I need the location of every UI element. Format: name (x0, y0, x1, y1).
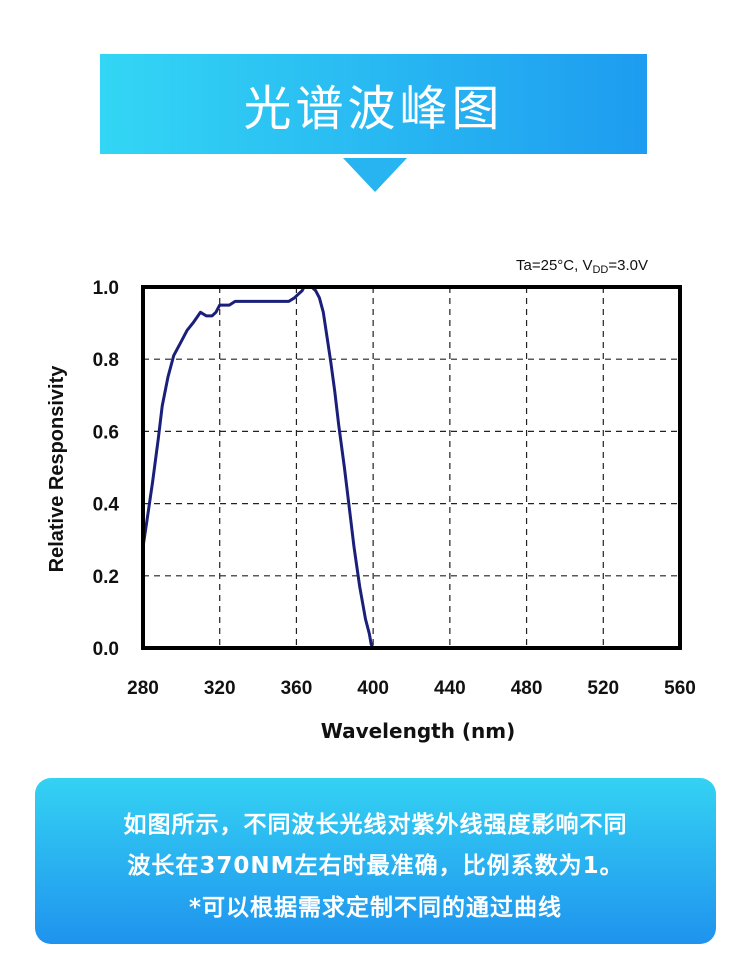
page-title: 光谱波峰图 (243, 81, 504, 137)
x-tick-label: 400 (357, 678, 389, 699)
x-tick-label: 480 (511, 678, 543, 699)
x-tick-label: 520 (587, 678, 619, 699)
x-tick-label: 280 (127, 678, 159, 699)
x-tick-label: 360 (281, 678, 313, 699)
spectral-response-chart: 280 320 360 400 440 480 520 560 0.0 0.2 0.4 0.6 0.8 1… (46, 257, 696, 743)
description-line-3: *可以根据需求定制不同的通过曲线 (188, 895, 563, 921)
x-tick-label: 560 (664, 678, 696, 699)
chart-tick-labels: 280 320 360 400 440 480 520 560 0.0 0.2 0.4 0.6 0.8 1… (93, 278, 696, 699)
chart-annotation: Ta=25°C, VDD=3.0V (516, 257, 648, 276)
series-line (141, 285, 375, 649)
header-banner: 光谱波峰图 (100, 54, 647, 154)
x-axis-label: Wavelength (nm) (321, 719, 516, 743)
y-tick-label: 1.0 (93, 278, 119, 299)
description-line-1: 如图所示，不同波长光线对紫外线强度影响不同 (123, 812, 628, 838)
chart-grid (143, 287, 680, 648)
annotation-subscript: DD (592, 264, 608, 276)
y-tick-label: 0.4 (93, 495, 120, 516)
y-tick-label: 0.6 (93, 422, 119, 443)
y-tick-label: 0.8 (93, 350, 119, 371)
annotation-main: Ta=25°C, V (516, 257, 592, 274)
down-arrow-icon (343, 158, 407, 192)
y-tick-label: 0.2 (93, 567, 119, 588)
annotation-tail: =3.0V (608, 257, 648, 274)
x-tick-label: 320 (204, 678, 236, 699)
description-line-2: 波长在370NM左右时最准确，比例系数为1。 (127, 853, 624, 879)
y-tick-label: 0.0 (93, 639, 119, 660)
x-tick-label: 440 (434, 678, 466, 699)
description-box: 如图所示，不同波长光线对紫外线强度影响不同 波长在370NM左右时最准确，比例系… (35, 778, 716, 944)
plot-frame (141, 285, 682, 650)
y-axis-label: Relative Responsivity (46, 365, 68, 573)
chart-series (141, 285, 375, 649)
